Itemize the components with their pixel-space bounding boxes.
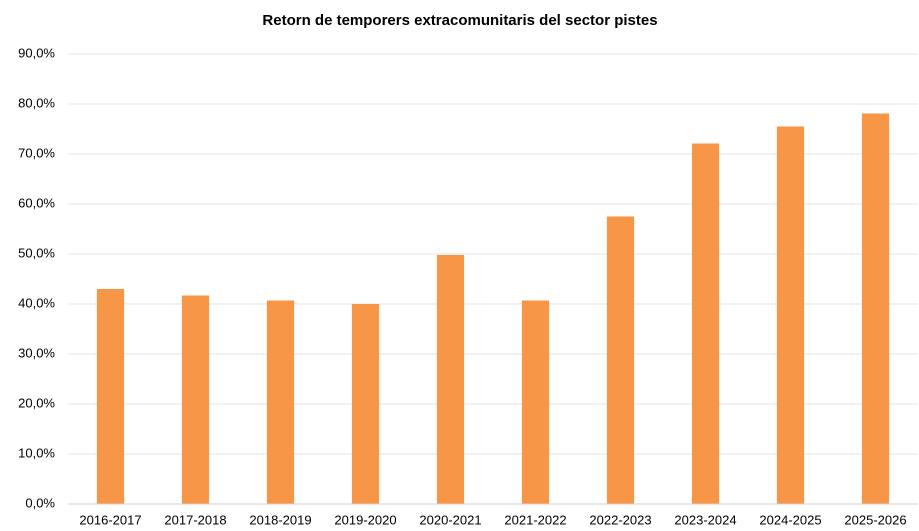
x-tick-label: 2016-2017 xyxy=(79,512,141,527)
x-tick-label: 2024-2025 xyxy=(759,512,821,527)
y-tick-label: 80,0% xyxy=(18,95,55,110)
y-tick-label: 90,0% xyxy=(18,45,55,60)
chart-title: Retorn de temporers extracomunitaris del… xyxy=(262,12,657,29)
y-tick-label: 60,0% xyxy=(18,195,55,210)
bar xyxy=(521,300,550,504)
bar xyxy=(861,113,890,504)
x-tick-label: 2025-2026 xyxy=(844,512,906,527)
y-tick-label: 70,0% xyxy=(18,145,55,160)
y-tick-label: 0,0% xyxy=(25,495,55,510)
y-tick-label: 30,0% xyxy=(18,345,55,360)
y-tick-label: 50,0% xyxy=(18,245,55,260)
bar xyxy=(776,126,805,504)
bar xyxy=(96,289,125,504)
x-tick-label: 2019-2020 xyxy=(334,512,396,527)
y-tick-label: 40,0% xyxy=(18,295,55,310)
bar xyxy=(181,295,210,504)
bar xyxy=(691,143,720,504)
x-tick-label: 2020-2021 xyxy=(419,512,481,527)
bar xyxy=(436,255,465,504)
y-tick-label: 10,0% xyxy=(18,445,55,460)
bar xyxy=(606,216,635,504)
x-tick-label: 2018-2019 xyxy=(249,512,311,527)
bar xyxy=(351,304,380,504)
x-tick-label: 2017-2018 xyxy=(164,512,226,527)
x-tick-label: 2022-2023 xyxy=(589,512,651,527)
bar xyxy=(266,300,295,504)
x-tick-label: 2021-2022 xyxy=(504,512,566,527)
x-tick-label: 2023-2024 xyxy=(674,512,736,527)
y-tick-label: 20,0% xyxy=(18,395,55,410)
